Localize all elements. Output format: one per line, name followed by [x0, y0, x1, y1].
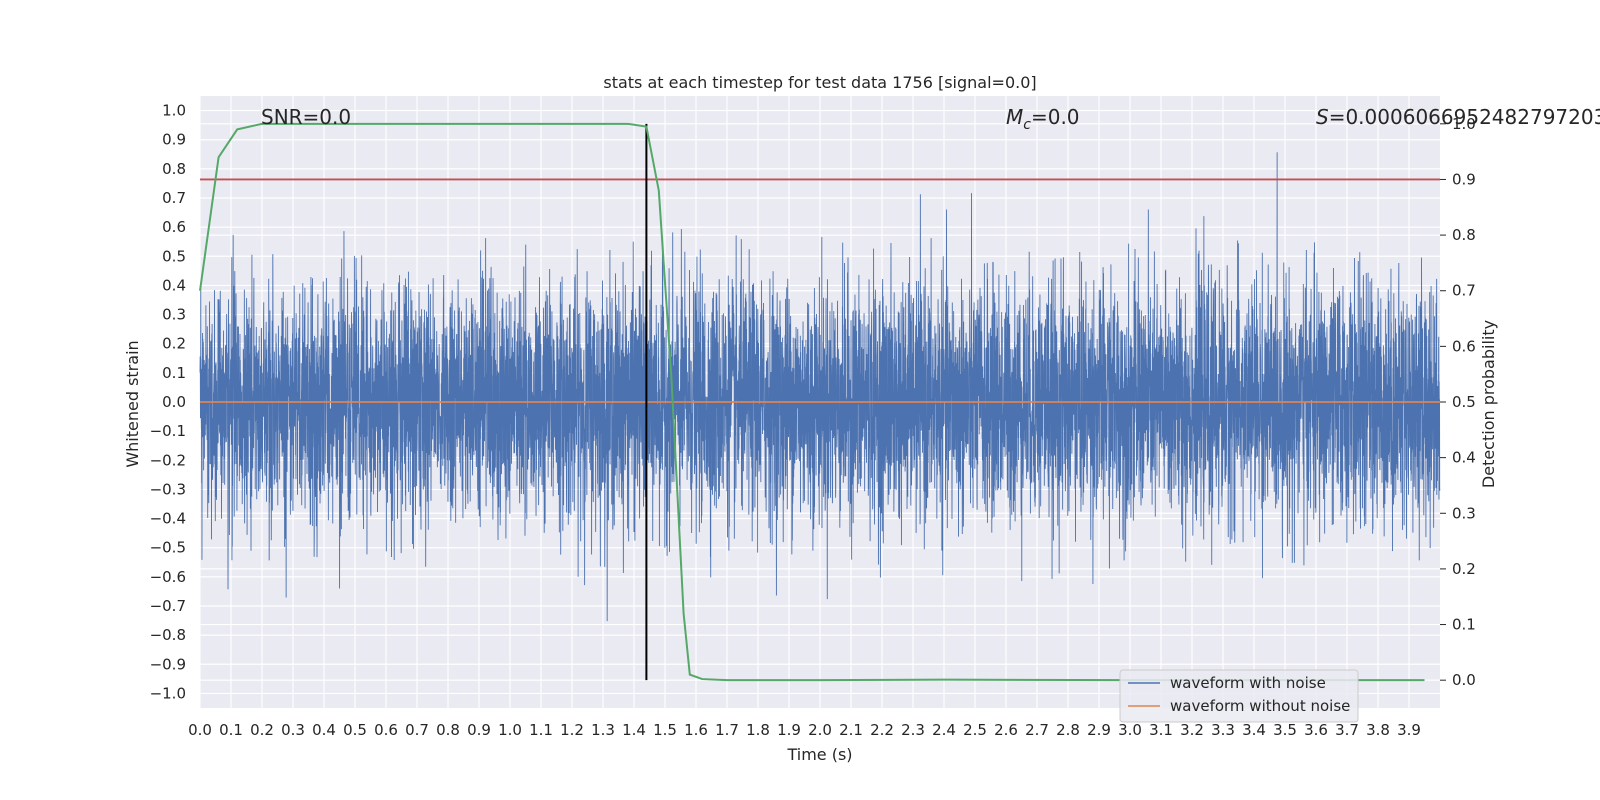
- x-tick-label: 3.0: [1118, 721, 1142, 739]
- x-tick-label: 3.1: [1149, 721, 1173, 739]
- y2-tick-label: 0.0: [1452, 671, 1476, 689]
- x-tick-label: 2.3: [901, 721, 925, 739]
- y-tick-label: 0.2: [162, 335, 186, 353]
- y-tick-label: −0.3: [150, 480, 186, 498]
- legend-box: [1119, 669, 1359, 723]
- x-tick-label: 3.6: [1304, 721, 1328, 739]
- legend-label-with-noise: waveform with noise: [1170, 674, 1326, 692]
- y-tick-label: 0.4: [162, 276, 186, 294]
- y2-tick-label: 0.8: [1452, 226, 1476, 244]
- y-tick-label: 0.9: [162, 131, 186, 149]
- y2-axis-label: Detection probability: [1479, 320, 1498, 488]
- x-tick-label: 0.1: [219, 721, 243, 739]
- chirp-mass-annotation: Mc=0.0: [1006, 105, 1080, 133]
- y2-tick-labels: 0.0 0.1 0.2 0.3 0.4 0.5 0.6 0.7 0.8 0.9 1.0: [1440, 115, 1476, 689]
- y-tick-label: −0.4: [150, 510, 186, 528]
- y-tick-label: 0.3: [162, 306, 186, 324]
- x-tick-label: 1.0: [498, 721, 522, 739]
- x-tick-label: 0.3: [281, 721, 305, 739]
- y-tick-label: −0.9: [150, 655, 186, 673]
- x-tick-label: 0.2: [250, 721, 274, 739]
- x-tick-label: 2.1: [839, 721, 863, 739]
- y-tick-label: 0.1: [162, 364, 186, 382]
- y2-tick-label: 0.6: [1452, 337, 1476, 355]
- y2-tick-label: 0.7: [1452, 282, 1476, 300]
- s-annotation: S=0.0006066952482797203: [1316, 105, 1600, 129]
- x-tick-label: 1.6: [684, 721, 708, 739]
- x-tick-label: 0.6: [374, 721, 398, 739]
- y2-tick-label: 0.4: [1452, 449, 1476, 467]
- x-tick-label: 1.8: [746, 721, 770, 739]
- x-tick-label: 0.8: [436, 721, 460, 739]
- x-tick-label: 0.7: [405, 721, 429, 739]
- x-tick-label: 3.7: [1335, 721, 1359, 739]
- y-tick-label: 1.0: [162, 102, 186, 120]
- x-tick-label: 3.5: [1273, 721, 1297, 739]
- x-tick-label: 1.4: [622, 721, 646, 739]
- y-tick-label: −0.6: [150, 568, 186, 586]
- y-tick-labels: −1.0 −0.9 −0.8 −0.7 −0.6 −0.5 −0.4 −0.3 −0.2 −0.1…: [150, 102, 186, 703]
- y-tick-label: −0.2: [150, 451, 186, 469]
- x-tick-label: 2.2: [870, 721, 894, 739]
- mc-symbol: M: [1006, 105, 1023, 129]
- s-value: =0.0006066952482797203: [1329, 105, 1600, 129]
- x-tick-label: 2.7: [1025, 721, 1049, 739]
- y-tick-label: −0.7: [150, 597, 186, 615]
- x-tick-label: 1.9: [777, 721, 801, 739]
- y2-tick-label: 0.2: [1452, 560, 1476, 578]
- s-symbol: S: [1316, 105, 1329, 129]
- x-tick-label: 1.7: [715, 721, 739, 739]
- legend-label-without-noise: waveform without noise: [1170, 697, 1350, 715]
- x-tick-label: 2.6: [994, 721, 1018, 739]
- y-tick-label: 0.5: [162, 247, 186, 265]
- x-tick-label: 0.4: [312, 721, 336, 739]
- x-tick-label: 2.9: [1087, 721, 1111, 739]
- y2-tick-label: 0.9: [1452, 170, 1476, 188]
- y2-tick-label: 0.1: [1452, 616, 1476, 634]
- chart-title: stats at each timestep for test data 175…: [603, 73, 1036, 92]
- y-tick-label: −0.8: [150, 626, 186, 644]
- legend: waveform with noise waveform without noi…: [1119, 669, 1359, 723]
- x-tick-label: 1.2: [560, 721, 584, 739]
- x-tick-label: 1.5: [653, 721, 677, 739]
- x-tick-label: 2.5: [963, 721, 987, 739]
- x-tick-label: 1.1: [529, 721, 553, 739]
- x-tick-label: 2.8: [1056, 721, 1080, 739]
- x-tick-label: 1.3: [591, 721, 615, 739]
- x-tick-label: 2.4: [932, 721, 956, 739]
- mc-subscript: c: [1023, 117, 1031, 133]
- snr-annotation: SNR=0.0: [261, 105, 351, 129]
- y-tick-label: −0.1: [150, 422, 186, 440]
- x-tick-label: 0.0: [188, 721, 212, 739]
- y-axis-label: Whitened strain: [123, 340, 142, 467]
- x-tick-label: 3.4: [1242, 721, 1266, 739]
- series-detection-probability: [199, 122, 1425, 682]
- x-tick-label: 3.3: [1211, 721, 1235, 739]
- x-tick-label: 0.9: [467, 721, 491, 739]
- y-tick-label: −1.0: [150, 684, 186, 702]
- detection-probability-line: [199, 122, 1425, 682]
- x-tick-label: 3.2: [1180, 721, 1204, 739]
- mc-value: =0.0: [1031, 105, 1080, 129]
- y-tick-label: 0.7: [162, 189, 186, 207]
- y-tick-label: −0.5: [150, 539, 186, 557]
- y-tick-label: 0.6: [162, 218, 186, 236]
- x-tick-label: 0.5: [343, 721, 367, 739]
- x-tick-label: 3.8: [1366, 721, 1390, 739]
- y-tick-label: 0.0: [162, 393, 186, 411]
- x-tick-label: 3.9: [1397, 721, 1421, 739]
- x-tick-label: 2.0: [808, 721, 832, 739]
- y-tick-label: 0.8: [162, 160, 186, 178]
- y2-tick-label: 0.5: [1452, 393, 1476, 411]
- x-axis-label: Time (s): [786, 745, 852, 764]
- y2-tick-label: 1.0: [1452, 115, 1476, 133]
- x-tick-labels: 0.0 0.1 0.2 0.3 0.4 0.5 0.6 0.7 0.8 0.9 1.0 1.1 1.2 1…: [188, 721, 1421, 739]
- y2-tick-label: 0.3: [1452, 504, 1476, 522]
